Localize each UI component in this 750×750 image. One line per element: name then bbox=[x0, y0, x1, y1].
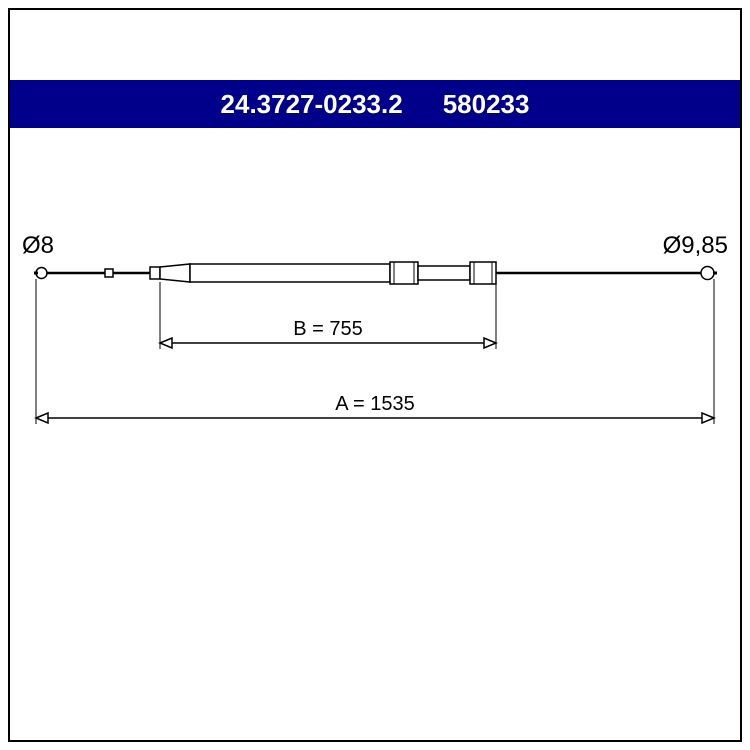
technical-diagram: Ø8 Ø9,85 B = 755 A = 1535 bbox=[10, 128, 740, 740]
svg-text:Ø8: Ø8 bbox=[22, 232, 54, 259]
secondary-number: 580233 bbox=[443, 89, 530, 120]
part-number: 24.3727-0233.2 bbox=[221, 89, 403, 120]
title-bar: 24.3727-0233.2 580233 bbox=[10, 80, 740, 128]
svg-text:Ø9,85: Ø9,85 bbox=[663, 232, 728, 259]
svg-text:A = 1535: A = 1535 bbox=[335, 393, 415, 415]
svg-text:B = 755: B = 755 bbox=[293, 318, 363, 340]
